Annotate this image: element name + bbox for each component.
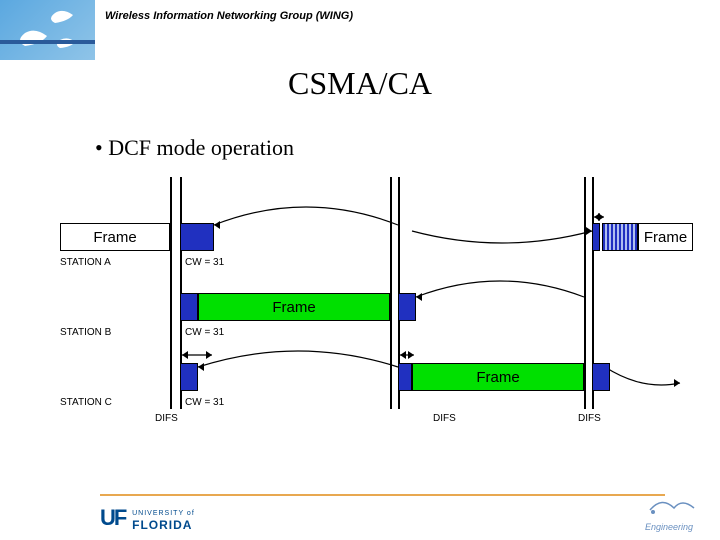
wing-logo: [0, 0, 95, 60]
uf-logo: UF UNIVERSITY of FLORIDA: [100, 505, 195, 532]
station-label: STATION A: [60, 257, 111, 268]
cw-label: CW = 31: [185, 397, 224, 408]
backoff-slot: [592, 363, 610, 391]
difs-label: DIFS: [433, 413, 456, 424]
uf-florida: FLORIDA: [132, 518, 192, 532]
backoff-slot: [398, 363, 412, 391]
difs-label: DIFS: [578, 413, 601, 424]
engineering-text: Engineering: [645, 522, 693, 532]
frame-box: Frame: [60, 223, 170, 251]
vline: [390, 177, 392, 409]
backoff-slot: [398, 293, 416, 321]
blue-strip: [0, 40, 95, 44]
engineering-logo: Engineering: [645, 492, 700, 532]
backoff-slot: [180, 223, 214, 251]
doves-icon: [5, 5, 90, 60]
uf-univ-of: UNIVERSITY of: [132, 510, 195, 517]
group-name: Wireless Information Networking Group (W…: [105, 10, 353, 22]
backoff-slot: [180, 363, 198, 391]
vline: [170, 177, 172, 409]
footer-rule: [100, 494, 665, 496]
station-label: STATION B: [60, 327, 111, 338]
bullet-text: • DCF mode operation: [95, 135, 294, 161]
frame-box: Frame: [198, 293, 390, 321]
backoff-slot: [592, 223, 600, 251]
timing-diagram: Frame Frame STATION A CW = 31 Frame STATION B…: [30, 185, 690, 445]
cw-label: CW = 31: [185, 257, 224, 268]
frame-box: Frame: [638, 223, 693, 251]
station-label: STATION C: [60, 397, 112, 408]
slide: Wireless Information Networking Group (W…: [0, 0, 720, 540]
backoff-slot: [180, 293, 198, 321]
vline: [584, 177, 586, 409]
difs-label: DIFS: [155, 413, 178, 424]
frame-box: Frame: [412, 363, 584, 391]
cw-label: CW = 31: [185, 327, 224, 338]
deferred-slot: [602, 223, 638, 251]
slide-title: CSMA/CA: [0, 65, 720, 102]
